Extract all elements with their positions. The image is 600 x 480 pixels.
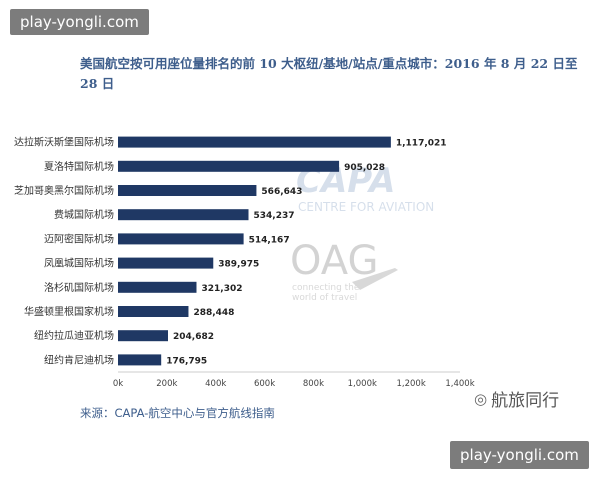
capa-logo-subtext: CENTRE FOR AVIATION bbox=[298, 200, 434, 214]
value-label: 176,795 bbox=[166, 356, 207, 366]
x-tick-label: 1,000k bbox=[348, 379, 377, 389]
category-label: 费城国际机场 bbox=[54, 208, 114, 221]
source-note: 来源：CAPA-航空中心与官方航线指南 bbox=[80, 406, 275, 420]
category-label: 洛杉矶国际机场 bbox=[44, 281, 114, 294]
x-tick-label: 1,400k bbox=[445, 379, 474, 389]
bar bbox=[118, 257, 214, 269]
bar bbox=[118, 330, 169, 342]
x-tick-label: 200k bbox=[156, 379, 177, 389]
value-label: 1,117,021 bbox=[396, 139, 447, 149]
value-label: 204,682 bbox=[173, 332, 214, 342]
category-label: 芝加哥奥黑尔国际机场 bbox=[14, 184, 114, 197]
value-label: 389,975 bbox=[218, 260, 259, 270]
watermark-top: play-yongli.com bbox=[10, 9, 149, 35]
category-label: 达拉斯沃斯堡国际机场 bbox=[14, 136, 114, 149]
chart-title: 美国航空按可用座位量排名的前 10 大枢纽/基地/站点/重点城市：2016 年 … bbox=[80, 56, 578, 91]
category-label: 纽约拉瓜迪亚机场 bbox=[34, 329, 114, 342]
wechat-icon: ◎ bbox=[474, 389, 488, 408]
oag-logo-text: OAG bbox=[290, 238, 378, 284]
bars-group: 达拉斯沃斯堡国际机场 1,117,021 夏洛特国际机场 905,028 芝加哥奥黑尔国… bbox=[14, 136, 447, 367]
value-label: 566,643 bbox=[261, 187, 302, 197]
brand-text: 航旅同行 bbox=[491, 391, 560, 411]
x-tick-label: 800k bbox=[303, 379, 324, 389]
x-axis: 0k 200k 400k 600k 800k 1,000k 1,200k 1,400k bbox=[113, 371, 475, 389]
category-label: 凤凰城国际机场 bbox=[44, 257, 114, 270]
bar bbox=[118, 281, 197, 293]
bar bbox=[118, 185, 257, 196]
category-label: 夏洛特国际机场 bbox=[44, 160, 114, 173]
oag-logo: OAG connecting the world of travel bbox=[290, 238, 398, 303]
brand-tag: ◎ 航旅同行 bbox=[474, 386, 560, 412]
plane-icon bbox=[352, 268, 398, 290]
bar bbox=[118, 209, 249, 221]
bar bbox=[118, 233, 244, 245]
category-label: 纽约肯尼迪机场 bbox=[44, 353, 114, 366]
category-label: 华盛顿里根国家机场 bbox=[24, 305, 114, 318]
watermark-bottom: play-yongli.com bbox=[450, 441, 589, 469]
bar bbox=[118, 354, 162, 366]
bar bbox=[118, 306, 189, 317]
x-tick-label: 0k bbox=[113, 379, 123, 389]
value-label: 534,237 bbox=[254, 211, 295, 221]
oag-logo-subtext-2: world of travel bbox=[292, 293, 357, 303]
oag-logo-subtext-1: connecting the bbox=[292, 283, 360, 293]
value-label: 321,302 bbox=[201, 284, 242, 294]
category-label: 迈阿密国际机场 bbox=[44, 232, 114, 245]
bar bbox=[118, 160, 340, 172]
value-label: 288,448 bbox=[193, 308, 234, 318]
value-label: 514,167 bbox=[249, 235, 290, 245]
value-label: 905,028 bbox=[344, 163, 385, 173]
bar bbox=[118, 136, 391, 148]
x-tick-label: 1,200k bbox=[397, 379, 426, 389]
x-tick-label: 600k bbox=[254, 379, 275, 389]
x-tick-label: 400k bbox=[205, 379, 226, 389]
